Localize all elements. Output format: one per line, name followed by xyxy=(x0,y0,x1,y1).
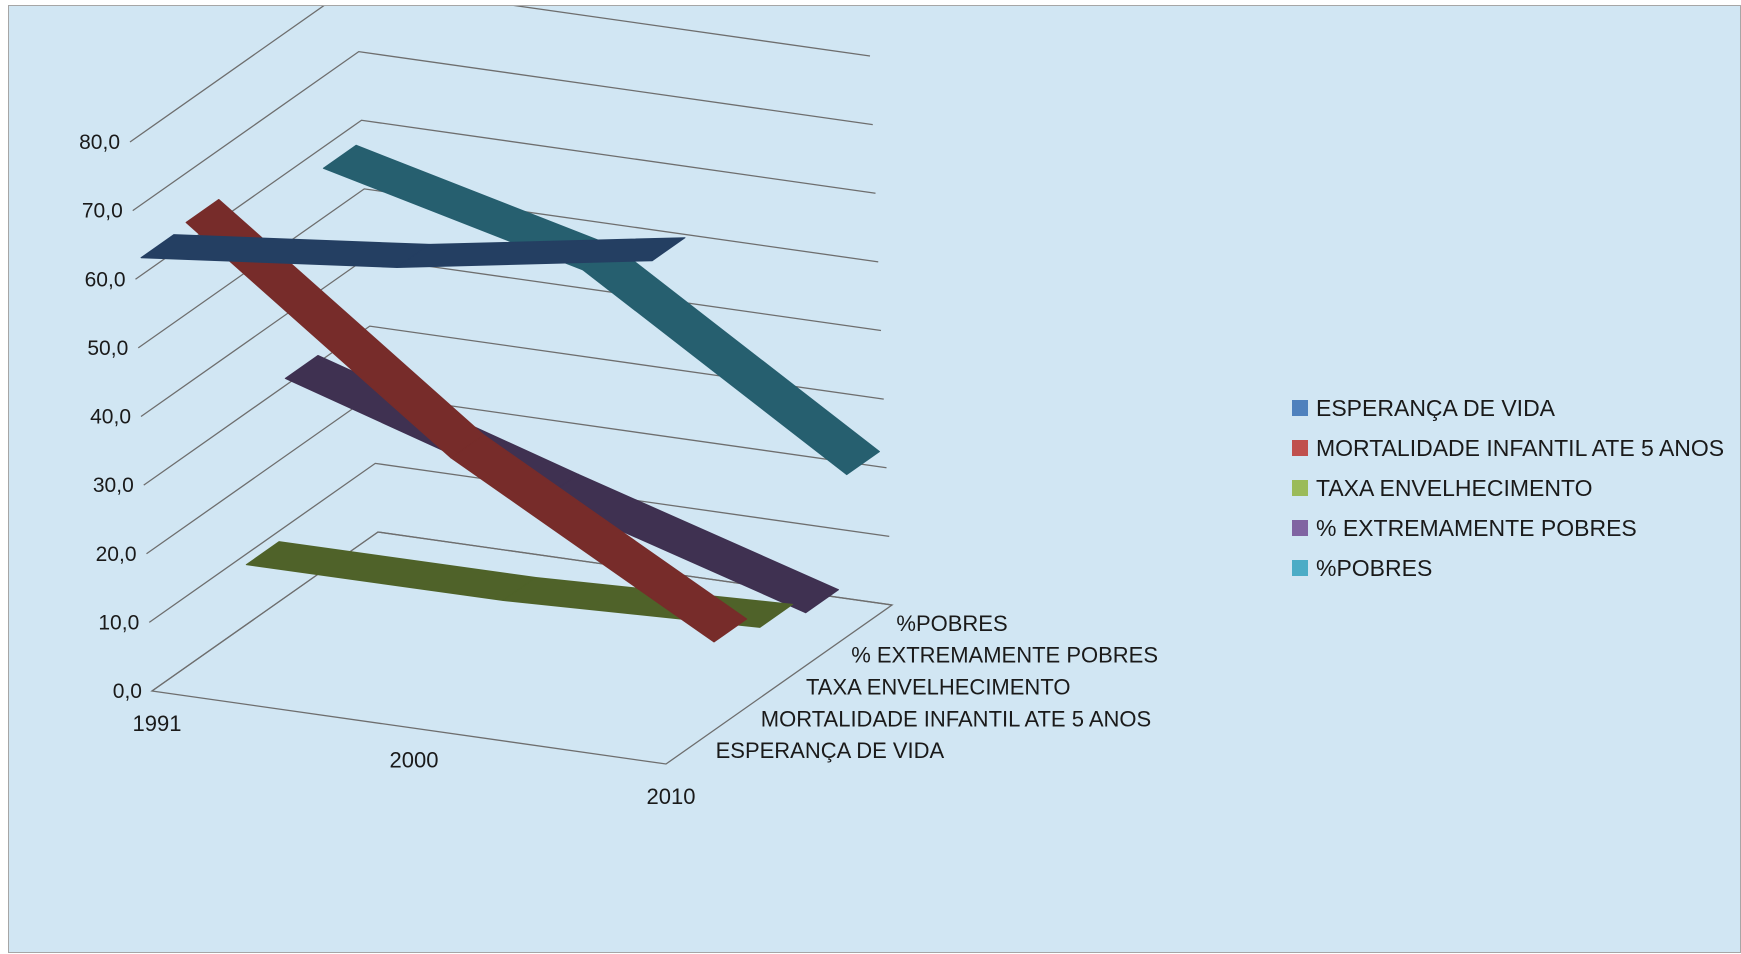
depth-axis-label: %POBRES xyxy=(896,611,1007,636)
depth-axis-label: ESPERANÇA DE VIDA xyxy=(716,738,945,763)
legend-label: ESPERANÇA DE VIDA xyxy=(1316,394,1556,421)
legend-label: TAXA ENVELHECIMENTO xyxy=(1316,474,1593,501)
y-tick-label: 20,0 xyxy=(96,543,137,566)
legend-swatch xyxy=(1292,520,1308,536)
y-tick-label: 10,0 xyxy=(98,611,139,634)
y-tick-label: 50,0 xyxy=(87,337,128,360)
gridline xyxy=(143,325,884,486)
floor xyxy=(150,531,894,765)
ribbon-segment xyxy=(245,541,537,601)
legend-label: %POBRES xyxy=(1316,554,1433,581)
legend-item: ESPERANÇA DE VIDA xyxy=(1292,388,1724,428)
x-tick-label: 1991 xyxy=(133,711,182,736)
y-tick-label: 40,0 xyxy=(90,406,131,429)
plot-area: 0,0 10,0 20,0 30,0 40,0 50,0 60,0 70,0 80,0 1991… xyxy=(79,6,1158,809)
floor-outline xyxy=(150,531,894,765)
series-ribbons xyxy=(140,144,880,643)
legend-label: % EXTREMAMENTE POBRES xyxy=(1316,514,1637,541)
legend-swatch xyxy=(1292,440,1308,456)
y-tick-label: 80,0 xyxy=(79,131,120,154)
ribbon-segment xyxy=(545,473,839,614)
ribbon-segment xyxy=(140,234,431,268)
y-tick-label: 30,0 xyxy=(93,474,134,497)
y-tick-label: 0,0 xyxy=(113,680,142,703)
legend-item: MORTALIDADE INFANTIL ATE 5 ANOS xyxy=(1292,428,1724,468)
gridline xyxy=(132,50,873,212)
series-ribbon xyxy=(185,198,748,643)
legend-swatch xyxy=(1292,400,1308,416)
x-axis-ticks: 1991 2000 2010 xyxy=(133,711,696,809)
legend-item: % EXTREMAMENTE POBRES xyxy=(1292,508,1724,548)
depth-axis-labels: ESPERANÇA DE VIDA MORTALIDADE INFANTIL AT… xyxy=(716,611,1158,763)
ribbon-segment xyxy=(450,434,748,643)
series-ribbon xyxy=(140,234,686,268)
legend-label: MORTALIDADE INFANTIL ATE 5 ANOS xyxy=(1316,434,1725,461)
legend-swatch xyxy=(1292,560,1308,576)
x-tick-label: 2010 xyxy=(647,784,696,809)
legend-item: TAXA ENVELHECIMENTO xyxy=(1292,468,1724,508)
gridline xyxy=(148,462,890,623)
gridline xyxy=(137,188,879,349)
y-axis-ticks: 0,0 10,0 20,0 30,0 40,0 50,0 60,0 70,0 80,0 xyxy=(79,131,142,703)
legend-item: %POBRES xyxy=(1292,548,1724,588)
depth-axis-label: TAXA ENVELHECIMENTO xyxy=(806,675,1070,700)
chart-area: 0,0 10,0 20,0 30,0 40,0 50,0 60,0 70,0 80,0 1991… xyxy=(8,5,1741,953)
gridline xyxy=(129,6,871,143)
y-tick-label: 60,0 xyxy=(85,268,126,291)
depth-axis-label: % EXTREMAMENTE POBRES xyxy=(851,643,1158,668)
ribbon-segment xyxy=(396,237,686,268)
legend: ESPERANÇA DE VIDA MORTALIDADE INFANTIL AT… xyxy=(1292,388,1724,588)
y-tick-label: 70,0 xyxy=(82,200,123,223)
legend-swatch xyxy=(1292,480,1308,496)
ribbon-segment xyxy=(582,246,880,476)
depth-axis-label: MORTALIDADE INFANTIL ATE 5 ANOS xyxy=(761,706,1151,731)
x-tick-label: 2000 xyxy=(390,748,439,773)
